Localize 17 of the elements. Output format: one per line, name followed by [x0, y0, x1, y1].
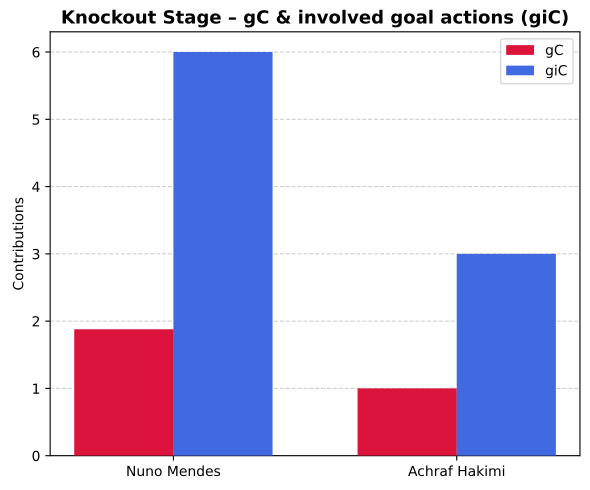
y-tick-label: 0 [32, 450, 40, 462]
chart-title: Knockout Stage – gC & involved goal actions (giC) [62, 10, 568, 28]
bar [74, 329, 174, 456]
y-tick-label: 4 [32, 182, 40, 192]
x-tick-label: Achraf Hakimi [408, 465, 504, 476]
y-tick-label: 6 [32, 47, 40, 58]
legend-label: gC [546, 44, 563, 58]
y-tick-label: 1 [33, 384, 40, 394]
y-tick-label: 3 [32, 248, 40, 260]
bar [358, 388, 457, 456]
x-tick-label: Nuno Mendes [127, 465, 220, 476]
bar [456, 254, 556, 456]
y-tick-label: 2 [32, 316, 40, 326]
legend-label: giC [546, 64, 567, 78]
y-axis-title: Contributions [12, 198, 24, 290]
bar [173, 52, 273, 456]
y-tick-label: 5 [32, 114, 40, 125]
